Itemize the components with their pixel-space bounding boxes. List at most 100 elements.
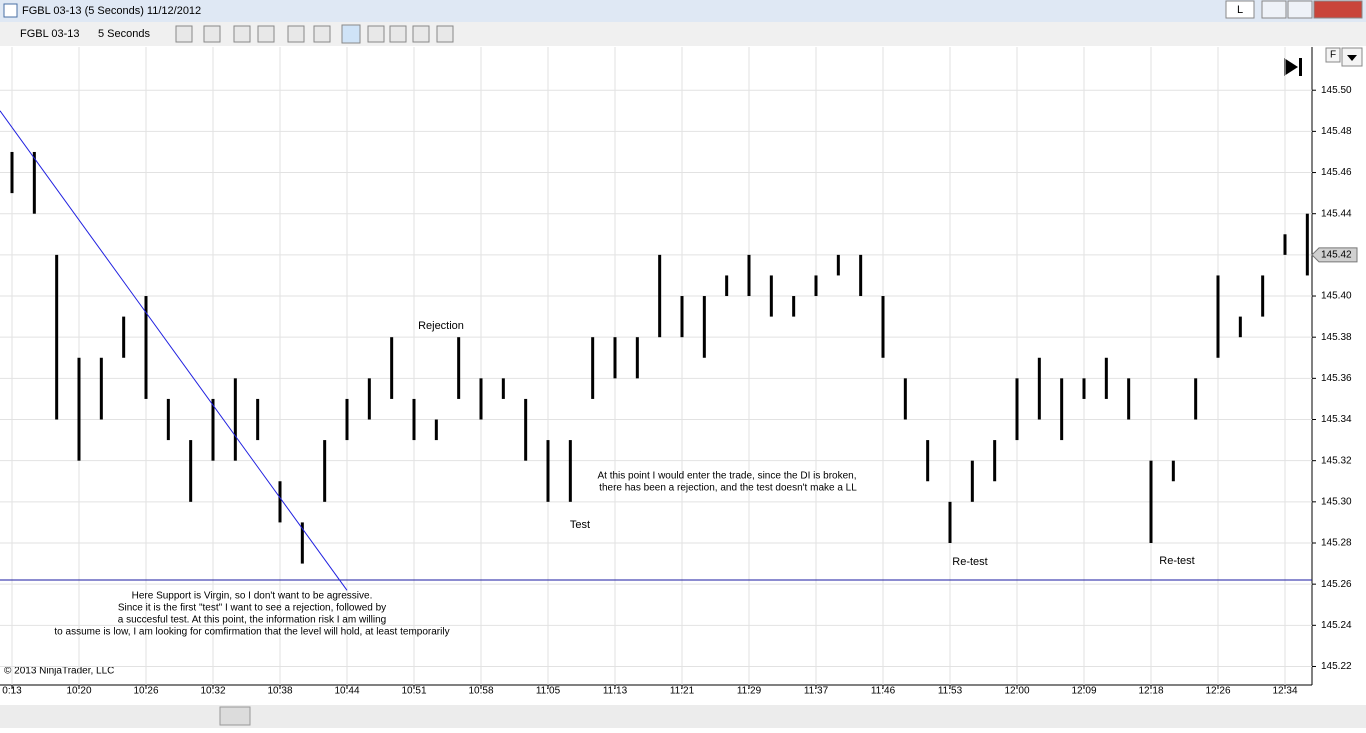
price-bar	[948, 501, 952, 543]
price-bar	[747, 254, 751, 297]
crosshair-button[interactable]	[287, 25, 305, 43]
x-tick-label: 11:13	[603, 686, 628, 697]
y-tick-label: 145.36	[1321, 373, 1352, 384]
window-title: FGBL 03-13 (5 Seconds) 11/12/2012	[22, 5, 201, 17]
price-bar	[926, 440, 930, 482]
toolbar-icons	[175, 24, 454, 44]
price-bar	[434, 419, 438, 441]
x-tick-label: 12:26	[1205, 686, 1230, 697]
link-button[interactable]	[1225, 0, 1255, 19]
scroll-thumb[interactable]	[219, 706, 251, 726]
interval-selector[interactable]: 5 Seconds	[98, 28, 150, 40]
price-bar	[256, 398, 260, 441]
copyright: © 2013 NinjaTrader, LLC	[4, 666, 114, 677]
price-bar	[814, 275, 818, 297]
y-tick-label: 145.22	[1321, 661, 1352, 672]
app-icon	[3, 3, 18, 18]
go-to-end-button[interactable]	[1284, 58, 1302, 76]
x-tick-label: 10:44	[334, 686, 359, 697]
price-bar	[144, 296, 148, 399]
scrollbar[interactable]	[0, 705, 1366, 728]
x-tick-label: 11:21	[670, 686, 695, 697]
minimize-button[interactable]	[1261, 0, 1287, 19]
scale-button[interactable]	[1325, 47, 1341, 63]
price-bar	[1216, 275, 1220, 358]
price-bar	[1283, 234, 1287, 255]
trend-line	[0, 110, 348, 591]
indicator-button[interactable]	[389, 25, 407, 43]
price-bar	[32, 151, 36, 214]
x-tick-label: 12:18	[1138, 686, 1163, 697]
properties-button[interactable]	[436, 25, 454, 43]
zoom-in-button[interactable]	[233, 25, 251, 43]
zoom-out-button[interactable]	[257, 25, 275, 43]
price-bar	[546, 440, 550, 502]
price-bar	[859, 254, 863, 297]
price-bar	[367, 378, 371, 420]
price-bar	[278, 481, 282, 523]
annotation: Here Support is Virgin, so I don't want …	[132, 591, 373, 602]
price-bar	[658, 254, 662, 338]
bar-type-button[interactable]	[175, 25, 193, 43]
price-bar	[769, 275, 773, 317]
price-bar	[1104, 357, 1108, 399]
price-bar	[10, 151, 14, 194]
menu-arrow	[1347, 55, 1357, 61]
link-label: L	[1237, 4, 1243, 16]
maximize-button[interactable]	[1287, 0, 1313, 19]
price-bar	[1238, 316, 1242, 338]
price-bar	[189, 440, 193, 502]
price-bar	[1149, 460, 1153, 543]
price-bar	[1261, 275, 1265, 317]
price-bar	[1127, 378, 1131, 420]
price-bar	[323, 440, 327, 502]
instrument-selector[interactable]: FGBL 03-13	[20, 28, 80, 40]
price-bar	[55, 254, 59, 420]
price-bar	[725, 275, 729, 297]
price-bar	[390, 337, 394, 399]
price-bar	[680, 296, 684, 338]
price-bar	[1194, 378, 1198, 420]
x-tick-label: 11:46	[871, 686, 896, 697]
x-tick-label: 10:58	[468, 686, 493, 697]
x-tick-label: 12:09	[1071, 686, 1096, 697]
y-tick-label: 145.44	[1321, 208, 1352, 219]
x-tick-label: 11:53	[938, 686, 963, 697]
price-bar	[613, 337, 617, 379]
draw-button[interactable]	[203, 25, 221, 43]
price-bar	[702, 296, 706, 358]
search-button[interactable]	[313, 25, 331, 43]
dollar-button[interactable]	[412, 25, 430, 43]
y-tick-label: 145.46	[1321, 167, 1352, 178]
x-tick-label: 0:13	[2, 686, 22, 697]
x-tick-label: 12:34	[1272, 686, 1297, 697]
price-bar	[1171, 460, 1175, 482]
order-button[interactable]	[341, 24, 361, 44]
x-tick-label: 10:32	[200, 686, 225, 697]
annotation: Re-test	[1159, 555, 1194, 567]
close-button[interactable]	[1313, 0, 1363, 19]
y-tick-label: 145.24	[1321, 620, 1352, 631]
toolbar	[0, 22, 1366, 46]
strategy-button[interactable]	[367, 25, 385, 43]
x-tick-label: 11:05	[536, 686, 561, 697]
price-bar	[345, 398, 349, 441]
price-bar	[300, 522, 304, 564]
x-tick-label: 11:37	[804, 686, 829, 697]
y-tick-label: 145.48	[1321, 126, 1352, 137]
play-icon	[1284, 58, 1298, 76]
price-bar	[412, 398, 416, 441]
price-bar	[233, 378, 237, 461]
x-tick-label: 10:26	[133, 686, 158, 697]
annotation: Since it is the first "test" I want to s…	[118, 603, 386, 614]
annotation: Re-test	[952, 556, 987, 568]
price-bar	[836, 254, 840, 276]
end-icon	[1299, 58, 1302, 76]
annotation: Rejection	[418, 320, 464, 332]
y-tick-label: 145.28	[1321, 538, 1352, 549]
price-bar	[457, 337, 461, 399]
scale-label: F	[1330, 50, 1336, 61]
price-bar	[1082, 378, 1086, 399]
last-price-label: 145.42	[1321, 250, 1352, 261]
